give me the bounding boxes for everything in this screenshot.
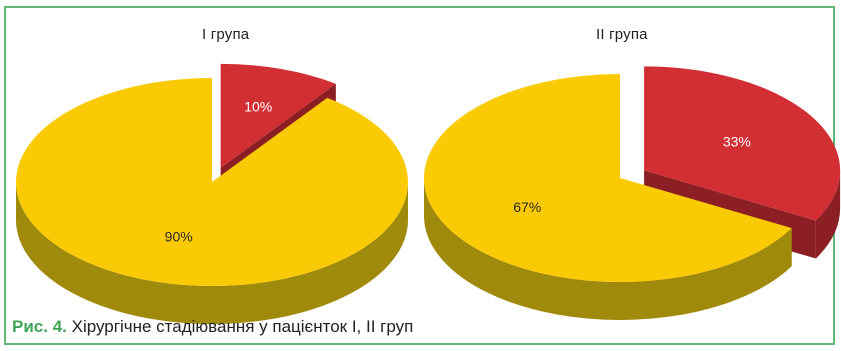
pie-2-slice-1 [644,66,841,221]
pie-1-slice-1 [220,63,336,168]
pie-2-title: II група [596,26,648,43]
pie-1-title: I група [202,26,250,43]
pie-1-slice-side [16,182,408,324]
pie-2-slice-side [424,178,792,320]
pie-2: 33% 67% [423,66,841,320]
pie-1-data-label-1: 10% [244,99,272,115]
pie-2-slice-2 [423,74,792,282]
caption-prefix: Рис. 4. [12,317,67,336]
pie-2-data-label-1: 33% [723,133,751,149]
pie-2-slice-side [815,170,841,259]
pie-1: 10% 90% [15,63,408,324]
caption-text: Хірургічне стадіювання у пацієнток I, II… [71,317,414,336]
figure-caption: Рис. 4. Хірургічне стадіювання у пацієнт… [12,317,413,337]
pie-2-data-label-2: 67% [513,199,541,215]
pie-1-slice-2 [15,78,408,286]
pie-1-data-label-2: 90% [165,228,193,244]
